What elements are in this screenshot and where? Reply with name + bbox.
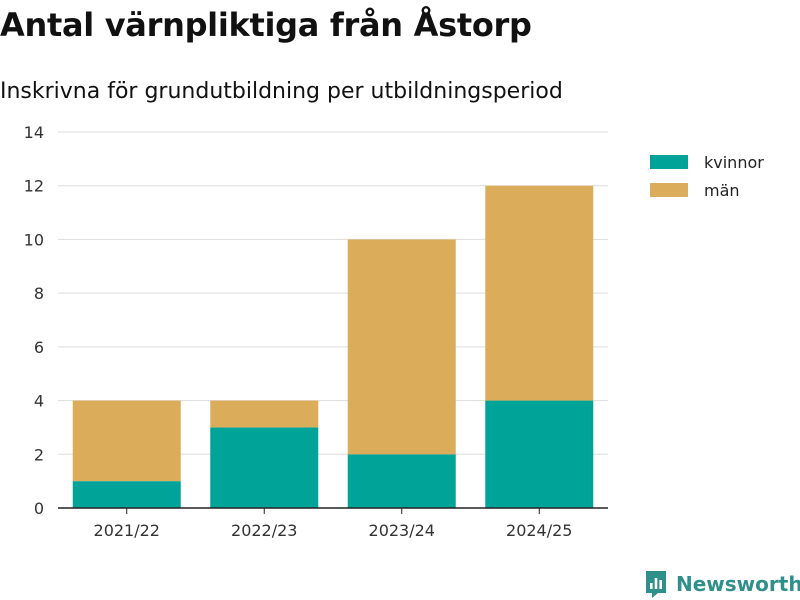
y-tick-label: 10 (24, 230, 44, 249)
bar-kvinnor-3 (485, 400, 594, 508)
y-tick-label: 12 (24, 177, 44, 196)
legend-swatch (650, 155, 688, 169)
x-tick-label: 2023/24 (369, 521, 435, 540)
legend-item: män (650, 176, 764, 204)
legend-label: kvinnor (704, 152, 764, 172)
x-tick-label: 2022/23 (231, 521, 297, 540)
y-tick-label: 0 (34, 499, 44, 518)
legend-label: män (704, 180, 740, 200)
bar-kvinnor-1 (210, 427, 319, 508)
y-tick-label: 6 (34, 338, 44, 357)
brand-name: Newsworthy (676, 572, 800, 596)
bar-kvinnor-0 (72, 481, 181, 508)
x-tick-labels: 2021/22 2022/23 2023/24 2024/25 (94, 508, 572, 540)
chart-subtitle: Inskrivna för grundutbildning per utbild… (0, 79, 563, 104)
newsworthy-logo-icon (646, 571, 666, 598)
legend-swatch (650, 183, 688, 197)
y-tick-label: 14 (24, 123, 44, 142)
x-tick-label: 2024/25 (506, 521, 572, 540)
legend: kvinnor män (650, 148, 764, 204)
bars (72, 185, 594, 508)
y-tick-labels: 0 2 4 6 8 10 12 14 (24, 123, 44, 518)
bar-man-2 (347, 239, 456, 455)
bar-man-0 (72, 400, 181, 482)
y-tick-label: 2 (34, 445, 44, 464)
y-tick-label: 8 (34, 284, 44, 303)
x-tick-label: 2021/22 (94, 521, 160, 540)
bar-man-1 (210, 400, 319, 428)
bar-kvinnor-2 (347, 454, 456, 508)
legend-item: kvinnor (650, 148, 764, 176)
y-tick-label: 4 (34, 392, 44, 411)
brand-logo: Newsworthy (644, 569, 800, 599)
chart-title: Antal värnpliktiga från Åstorp (0, 6, 532, 44)
bar-man-3 (485, 185, 594, 401)
